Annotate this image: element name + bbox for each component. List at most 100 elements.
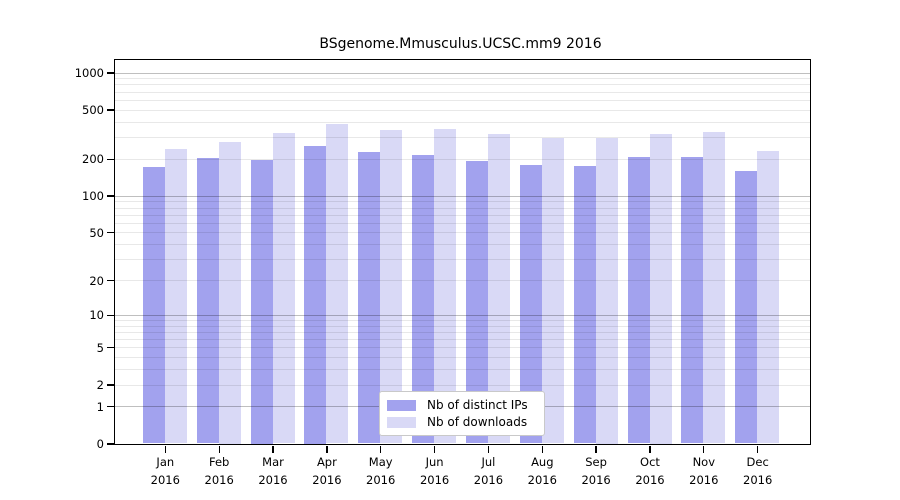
bar-downloads-aug (541, 137, 564, 444)
y-axis-tick (106, 406, 114, 408)
gridline (114, 207, 810, 209)
legend-item: Nb of downloads (387, 415, 537, 429)
x-tick-label: Jan 2016 (150, 455, 180, 487)
y-axis-tick (106, 195, 114, 197)
x-axis-tick (541, 445, 543, 453)
bar-downloads-mar (272, 132, 295, 444)
legend-item: Nb of distinct IPs (387, 398, 537, 412)
gridline (114, 78, 810, 80)
bar-downloads-sep (595, 137, 618, 444)
y-axis-tick (106, 232, 114, 234)
gridline (114, 91, 810, 93)
x-tick-label: Aug 2016 (527, 455, 557, 487)
gridline (114, 72, 810, 74)
x-axis-tick (649, 445, 651, 453)
gridline (114, 137, 810, 138)
bar-distinct-ips-feb (196, 157, 219, 444)
gridline (114, 325, 810, 327)
bar-distinct-ips-aug (519, 165, 542, 444)
y-axis-tick (106, 314, 114, 316)
x-tick-label: Dec 2016 (743, 455, 773, 487)
x-axis-tick (380, 445, 382, 453)
bar-downloads-apr (326, 123, 349, 444)
gridline (114, 314, 810, 316)
bar-distinct-ips-may (358, 152, 381, 444)
bar-distinct-ips-mar (250, 160, 273, 444)
gridline (114, 84, 810, 86)
y-tick-label: 1 (96, 399, 104, 414)
x-axis-tick (272, 445, 274, 453)
y-axis-tick (106, 279, 114, 282)
gridline (114, 214, 810, 216)
y-axis-tick (106, 443, 114, 445)
legend-label-distinct-ips: Nb of distinct IPs (427, 398, 528, 412)
bar-distinct-ips-jul (465, 161, 488, 444)
y-axis-tick (106, 109, 114, 111)
y-tick-label: 1000 (74, 66, 104, 80)
y-tick-label: 5 (96, 340, 104, 355)
gridline (114, 201, 810, 203)
y-tick-label: 10 (89, 308, 104, 323)
gridline (114, 347, 810, 349)
bar-distinct-ips-oct (627, 156, 650, 444)
y-tick-label: 0 (96, 437, 104, 451)
y-tick-label: 20 (89, 273, 104, 288)
y-axis-tick (106, 347, 114, 349)
gridline (114, 99, 810, 101)
gridline (114, 369, 810, 370)
x-axis-tick (703, 445, 705, 453)
bar-distinct-ips-dec (735, 170, 758, 444)
y-tick-label: 50 (89, 225, 104, 240)
gridline (114, 280, 810, 281)
gridline (114, 232, 810, 234)
bar-distinct-ips-jan (142, 167, 165, 444)
gridline (114, 109, 810, 111)
gridline (114, 121, 810, 123)
x-tick-label: Apr 2016 (312, 455, 342, 487)
gridline (114, 319, 810, 321)
y-tick-label: 500 (82, 103, 104, 118)
bar-downloads-jul (487, 133, 510, 444)
x-axis-tick (487, 445, 490, 453)
bar-downloads-jun (434, 128, 457, 444)
y-axis-tick (106, 384, 114, 386)
y-tick-label: 2 (96, 378, 104, 392)
x-tick-label: Mar 2016 (258, 455, 288, 487)
chart-title: BSgenome.Mmusculus.UCSC.mm9 2016 (319, 36, 602, 52)
gridline (114, 195, 810, 197)
bar-downloads-may (380, 130, 403, 444)
x-axis-tick (757, 445, 759, 453)
x-tick-label: Nov 2016 (689, 455, 719, 487)
x-axis-tick (433, 445, 436, 453)
x-tick-label: Oct 2016 (635, 455, 665, 487)
bar-downloads-jan (164, 148, 187, 444)
bar-distinct-ips-jun (412, 154, 435, 444)
legend: Nb of distinct IPs Nb of downloads (379, 391, 545, 436)
y-axis-tick (106, 158, 114, 160)
x-axis-tick (595, 445, 597, 453)
gridline (114, 357, 810, 359)
x-tick-label: Sep 2016 (581, 455, 611, 487)
x-axis-tick (218, 445, 220, 453)
y-tick-label: 100 (82, 189, 104, 204)
plot-area (113, 58, 811, 445)
gridline (114, 384, 810, 386)
gridline (114, 244, 810, 246)
legend-swatch-distinct-ips (387, 399, 416, 411)
bar-downloads-feb (218, 141, 241, 444)
gridline (114, 339, 810, 340)
bar-distinct-ips-sep (573, 166, 596, 444)
bar-downloads-dec (757, 151, 780, 444)
x-tick-label: Feb 2016 (204, 455, 234, 487)
x-tick-label: Jun 2016 (419, 455, 450, 487)
legend-label-downloads: Nb of downloads (427, 415, 528, 429)
legend-swatch-downloads (387, 416, 416, 428)
bar-downloads-oct (649, 133, 672, 444)
gridline (114, 222, 810, 224)
x-axis-tick (326, 445, 328, 453)
bar-distinct-ips-nov (681, 157, 704, 444)
gridline (114, 331, 810, 333)
gridline (114, 158, 810, 160)
x-tick-label: May 2016 (366, 455, 396, 487)
